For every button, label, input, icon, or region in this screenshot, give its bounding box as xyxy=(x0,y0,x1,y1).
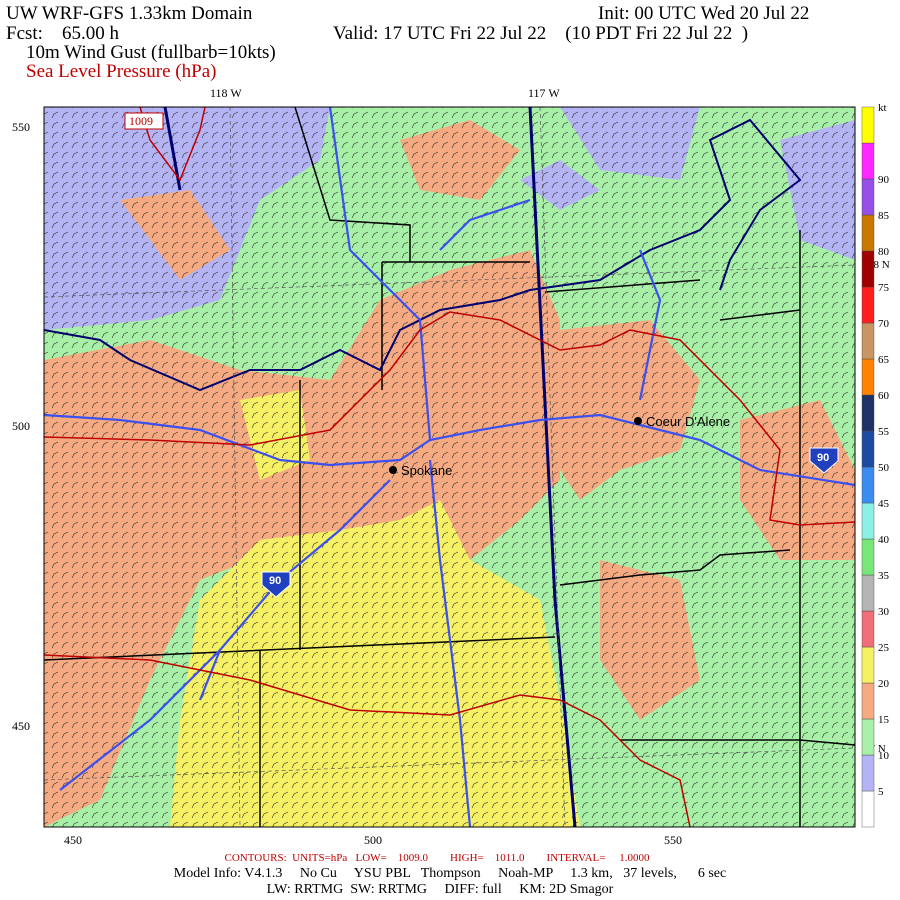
colorbar-bin xyxy=(861,250,875,288)
colorbar-bin xyxy=(861,466,875,504)
map: 1009 Coeur D'Alene Spokane 90 90 xyxy=(44,107,855,827)
colorbar-label: 20 xyxy=(878,678,890,690)
map-frame xyxy=(43,106,856,828)
colorbar-unit: kt xyxy=(878,102,887,114)
contour-label: 1009 xyxy=(129,114,153,128)
city-label: Spokane xyxy=(401,463,452,478)
colorbar-label: 65 xyxy=(878,354,890,366)
physics-info: LW: RRTMG SW: RRTMG DIFF: full KM: 2D Sm… xyxy=(267,882,614,897)
highway-shield: 90 xyxy=(269,575,281,587)
forecast-hour: Fcst: 65.00 h xyxy=(6,23,119,44)
longitude-label: 117 W xyxy=(528,86,560,100)
colorbar-label: 80 xyxy=(878,246,890,258)
colorbar-label: 85 xyxy=(878,210,890,222)
valid-time: Valid: 17 UTC Fri 22 Jul 22 (10 PDT Fri … xyxy=(333,23,748,44)
colorbar-bin xyxy=(861,790,875,828)
colorbar-bin xyxy=(861,502,875,540)
colorbar-bin xyxy=(861,142,875,180)
colorbar-bin xyxy=(861,358,875,396)
longitude-label: 118 W xyxy=(210,86,242,100)
colorbar-label: 90 xyxy=(878,174,890,186)
grid-label: 500 xyxy=(364,833,382,847)
colorbar-label: 25 xyxy=(878,642,890,654)
colorbar-bin xyxy=(861,754,875,792)
colorbar-bin xyxy=(861,106,875,144)
model-info: Model Info: V4.1.3 No Cu YSU PBL Thompso… xyxy=(174,866,726,881)
colorbar-bin xyxy=(861,394,875,432)
colorbar-label: 15 xyxy=(878,714,890,726)
grid-label: 450 xyxy=(64,833,82,847)
colorbar-bin xyxy=(861,574,875,612)
colorbar-label: 75 xyxy=(878,282,890,294)
colorbar-bin xyxy=(861,538,875,576)
colorbar-label: 5 xyxy=(878,786,884,798)
colorbar-bin xyxy=(861,178,875,216)
colorbar-label: 70 xyxy=(878,318,890,330)
title: UW WRF-GFS 1.33km Domain xyxy=(6,3,253,24)
init-time: Init: 00 UTC Wed 20 Jul 22 xyxy=(598,3,809,24)
grid-label: 500 xyxy=(12,419,30,433)
colorbar-bin xyxy=(861,610,875,648)
field-label: Sea Level Pressure (hPa) xyxy=(26,61,216,82)
colorbar-label: 35 xyxy=(878,570,890,582)
highway-shield: 90 xyxy=(817,452,829,464)
colorbar-label: 50 xyxy=(878,462,890,474)
field-label: 10m Wind Gust (fullbarb=10kts) xyxy=(26,42,276,63)
grid-label: 550 xyxy=(664,833,682,847)
colorbar-label: 10 xyxy=(878,750,890,762)
city-label: Coeur D'Alene xyxy=(646,414,730,429)
colorbar-bin xyxy=(861,322,875,360)
colorbar-label: 40 xyxy=(878,534,890,546)
grid-label: 450 xyxy=(12,719,30,733)
colorbar-bin xyxy=(861,646,875,684)
colorbar-label: 60 xyxy=(878,390,890,402)
grid-label: 550 xyxy=(12,120,30,134)
colorbar-label: 55 xyxy=(878,426,890,438)
contour-info: CONTOURS: UNITS=hPa LOW= 1009.0 HIGH= 10… xyxy=(225,852,650,864)
colorbar-label: 45 xyxy=(878,498,890,510)
colorbar-bin xyxy=(861,430,875,468)
colorbar-bin xyxy=(861,682,875,720)
colorbar: kt 5 10 15 20 25 30 35 40 45 50 55 60 65 70 75 80 85 90 xyxy=(861,102,890,828)
colorbar-bin xyxy=(861,718,875,756)
colorbar-bin xyxy=(861,286,875,324)
colorbar-bin xyxy=(861,214,875,252)
colorbar-label: 30 xyxy=(878,606,890,618)
